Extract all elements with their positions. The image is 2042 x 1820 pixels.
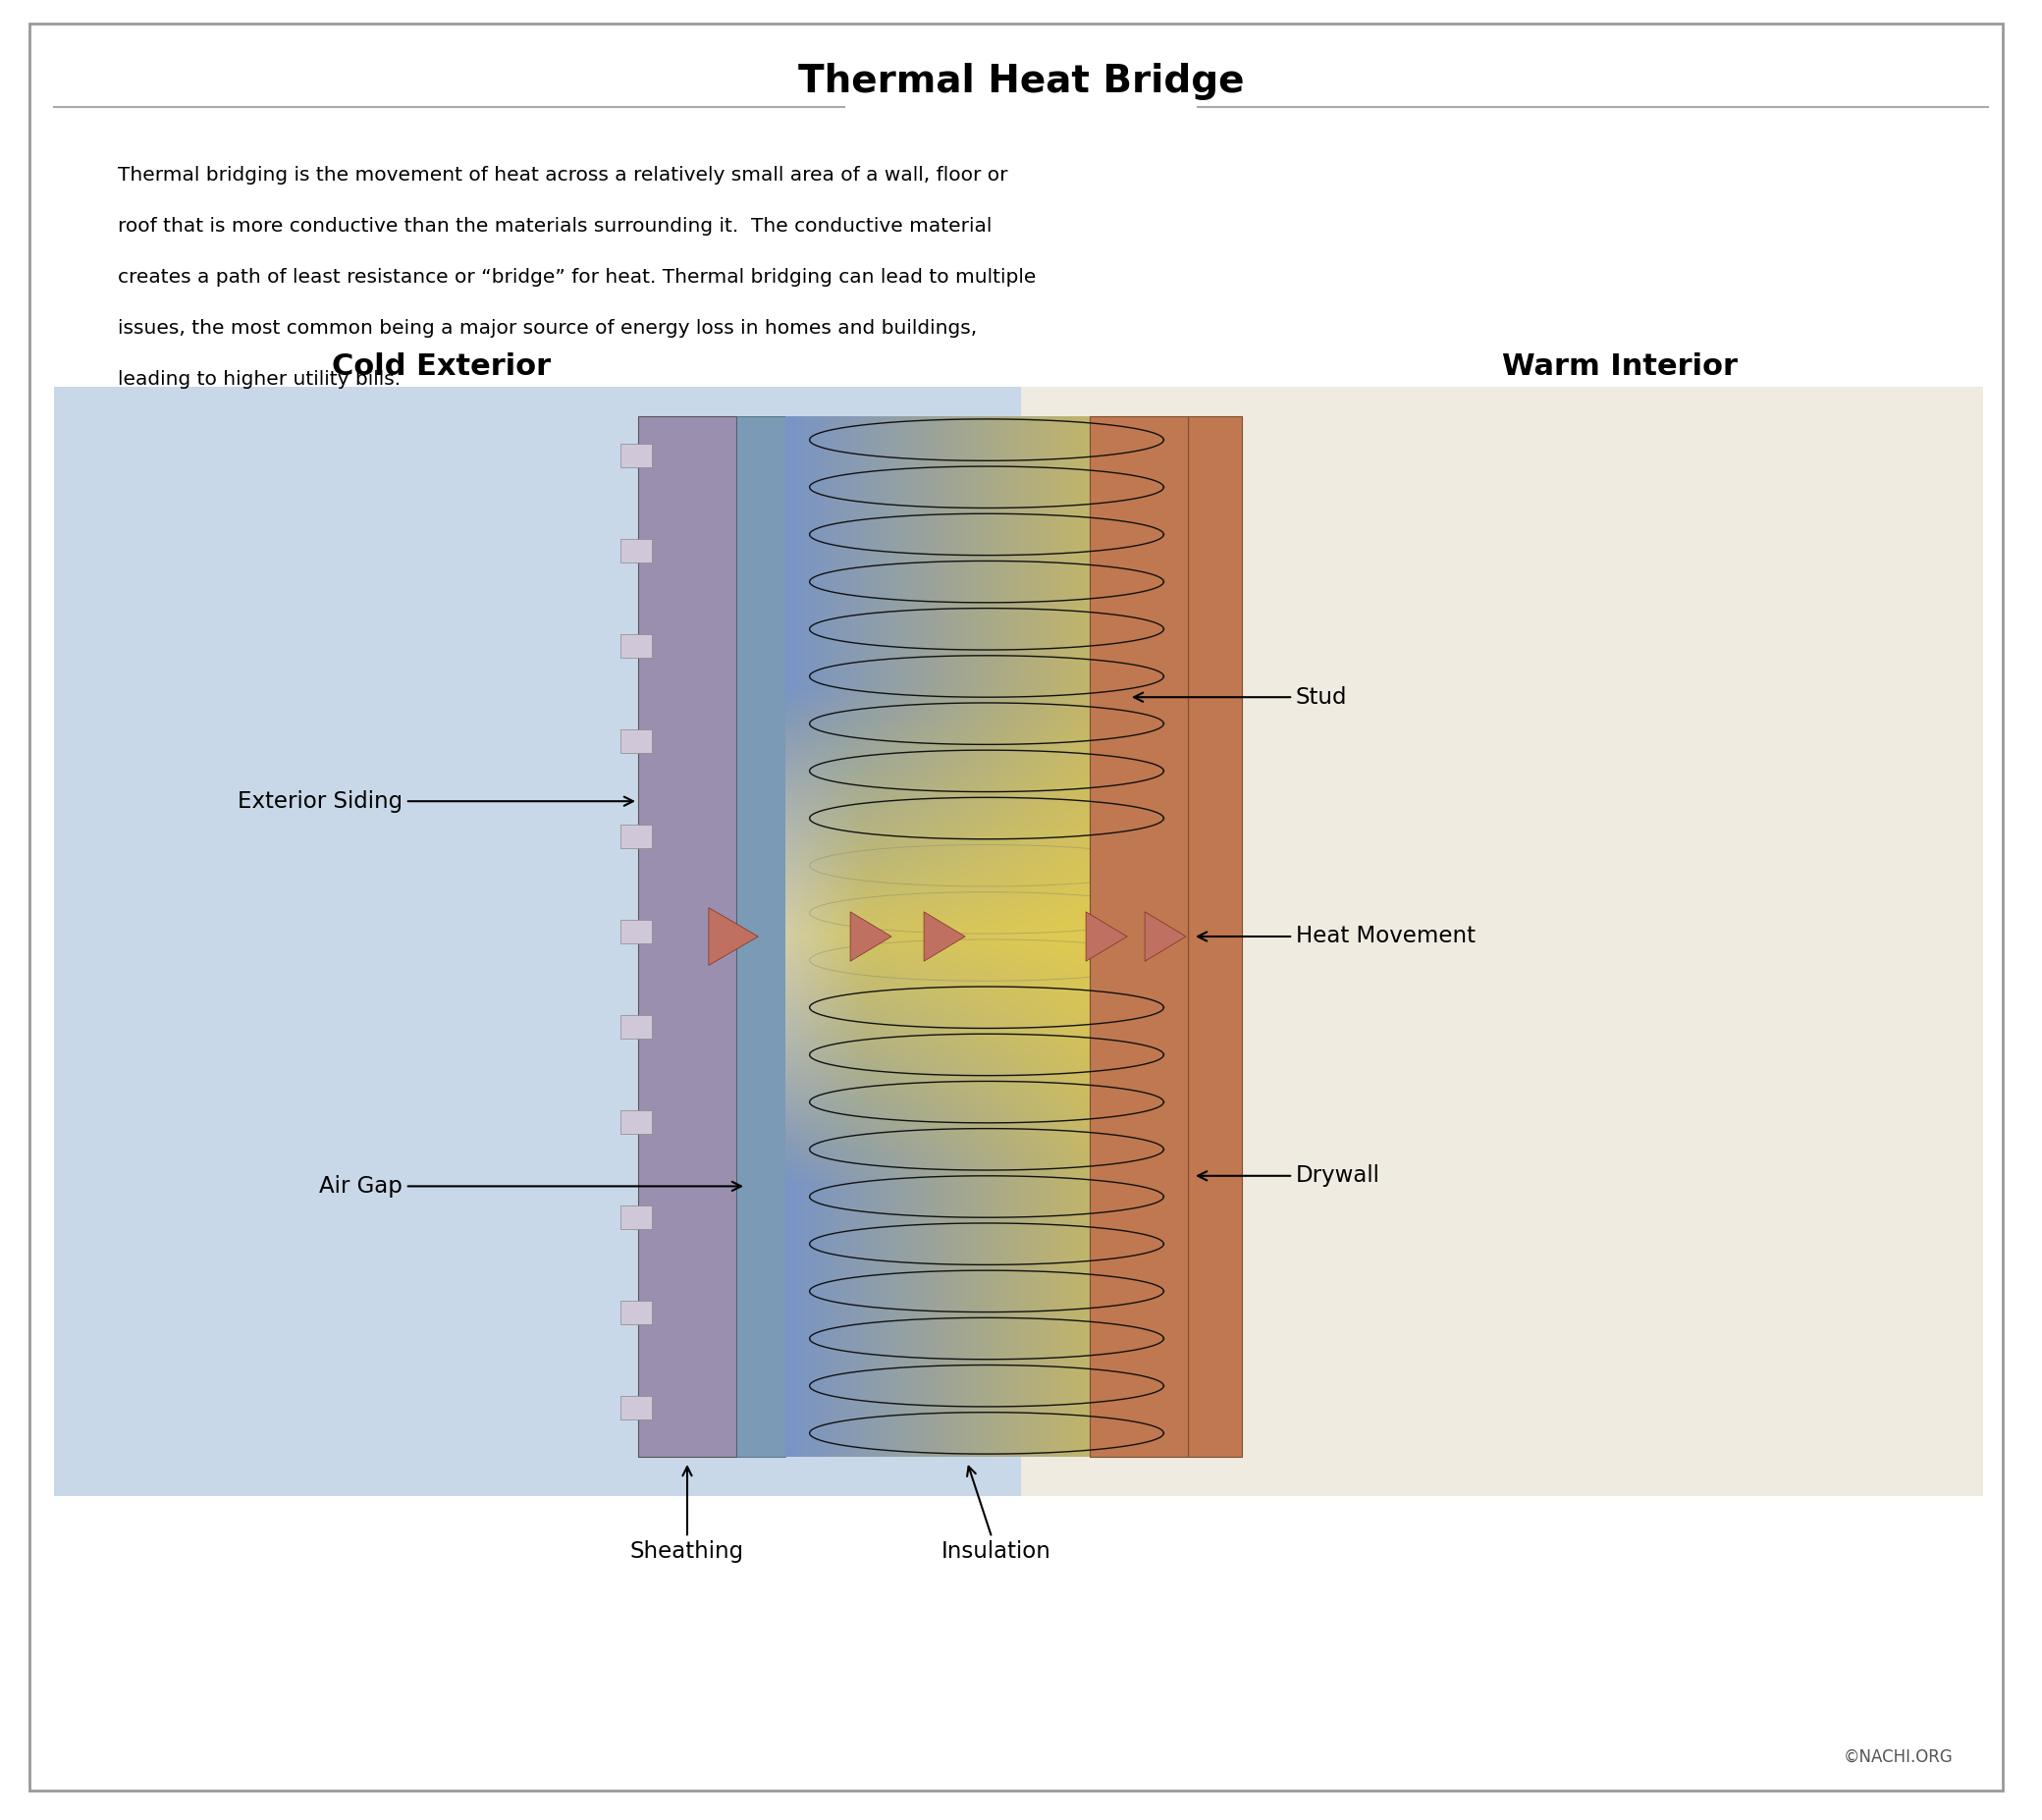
- Text: roof that is more conductive than the materials surrounding it.  The conductive : roof that is more conductive than the ma…: [118, 217, 992, 235]
- Bar: [1188, 417, 1242, 1456]
- Bar: [621, 633, 651, 657]
- Text: Heat Movement: Heat Movement: [1199, 925, 1476, 948]
- Bar: [621, 1301, 651, 1325]
- Bar: [621, 919, 651, 943]
- Text: Exterior Siding: Exterior Siding: [237, 790, 633, 812]
- Polygon shape: [709, 908, 758, 965]
- Bar: [621, 1110, 651, 1134]
- Bar: [621, 1396, 651, 1420]
- Polygon shape: [849, 912, 892, 961]
- Bar: [737, 417, 786, 1456]
- Bar: [621, 824, 651, 848]
- Polygon shape: [1086, 912, 1127, 961]
- Text: Insulation: Insulation: [941, 1467, 1052, 1563]
- Text: issues, the most common being a major source of energy loss in homes and buildin: issues, the most common being a major so…: [118, 318, 976, 339]
- Text: Warm Interior: Warm Interior: [1503, 353, 1738, 382]
- Text: Stud: Stud: [1133, 686, 1348, 708]
- Bar: [637, 417, 737, 1456]
- Text: Cold Exterior: Cold Exterior: [333, 353, 551, 382]
- Bar: [1090, 417, 1188, 1456]
- Polygon shape: [1146, 912, 1186, 961]
- Bar: [621, 539, 651, 562]
- Bar: [621, 1205, 651, 1228]
- Text: Air Gap: Air Gap: [319, 1176, 741, 1198]
- Bar: [1021, 388, 1983, 1496]
- Text: Sheathing: Sheathing: [631, 1467, 743, 1563]
- Text: Thermal bridging is the movement of heat across a relatively small area of a wal: Thermal bridging is the movement of heat…: [118, 166, 1009, 184]
- Text: leading to higher utility bills.: leading to higher utility bills.: [118, 369, 400, 389]
- Text: ©NACHI.ORG: ©NACHI.ORG: [1844, 1749, 1954, 1765]
- Bar: [621, 1016, 651, 1039]
- Bar: [621, 444, 651, 468]
- Text: Drywall: Drywall: [1199, 1165, 1380, 1187]
- Text: creates a path of least resistance or “bridge” for heat. Thermal bridging can le: creates a path of least resistance or “b…: [118, 268, 1035, 286]
- Bar: [621, 730, 651, 753]
- Bar: [53, 388, 1021, 1496]
- Polygon shape: [923, 912, 966, 961]
- Text: Thermal Heat Bridge: Thermal Heat Bridge: [798, 64, 1244, 100]
